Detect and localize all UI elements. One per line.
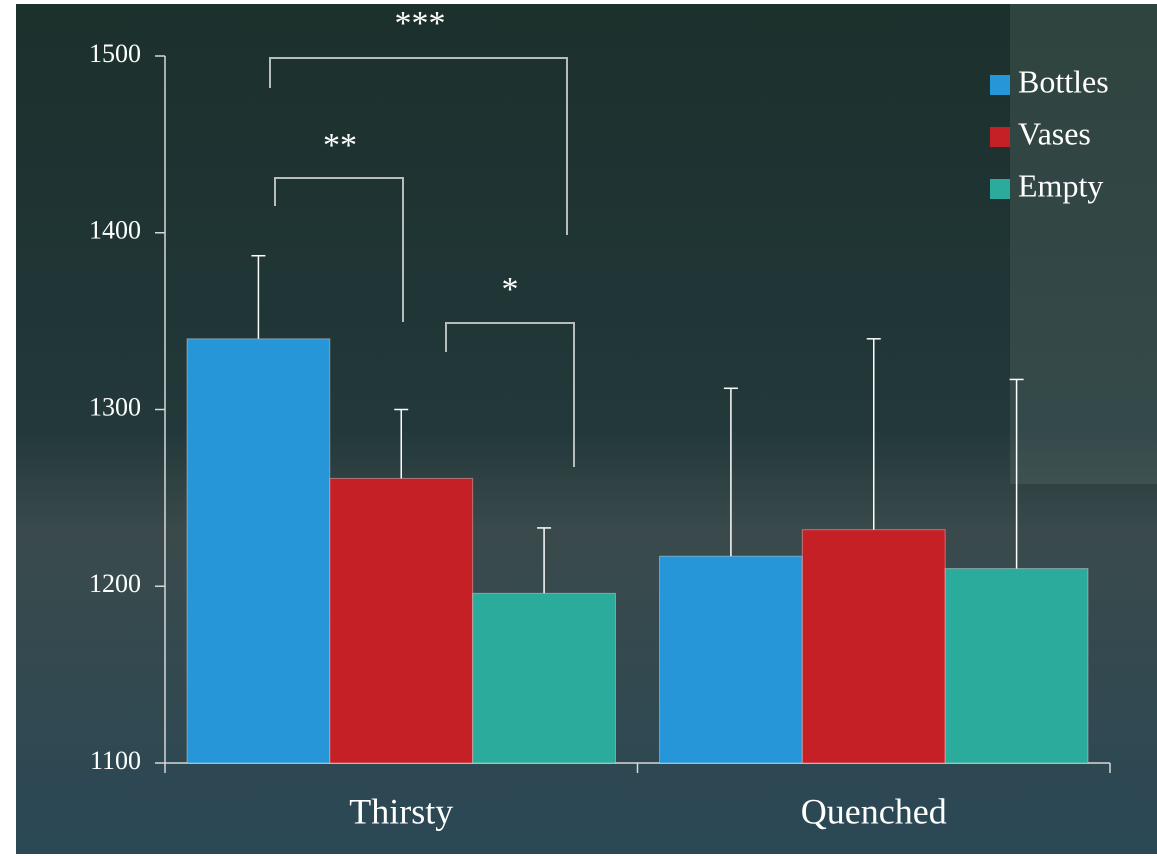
significance-label: * [502,271,519,308]
significance-label: *** [395,5,446,42]
y-tick-label: 1500 [89,39,141,68]
significance-bracket [269,57,568,235]
legend-label: Bottles [1018,63,1109,99]
bar [329,477,474,764]
bar [186,338,331,764]
legend-swatch [990,127,1010,147]
significance-label: ** [323,127,357,164]
legend-label: Empty [1018,167,1103,203]
y-tick-label: 1200 [89,569,141,598]
legend-swatch [990,179,1010,199]
significance-bracket [445,322,575,467]
bar [472,592,616,764]
legend-label: Vases [1018,115,1091,151]
y-tick-label: 1100 [90,746,141,775]
y-tick-label: 1300 [89,392,141,421]
legend-swatch [990,75,1010,95]
bar [801,529,946,764]
y-tick-label: 1400 [89,216,141,245]
x-tick-label: Thirsty [349,791,453,831]
significance-bracket [274,177,404,322]
bar [659,555,803,764]
bar [944,568,1089,764]
x-tick-label: Quenched [801,791,947,831]
waterfall-glow [1010,4,1157,484]
